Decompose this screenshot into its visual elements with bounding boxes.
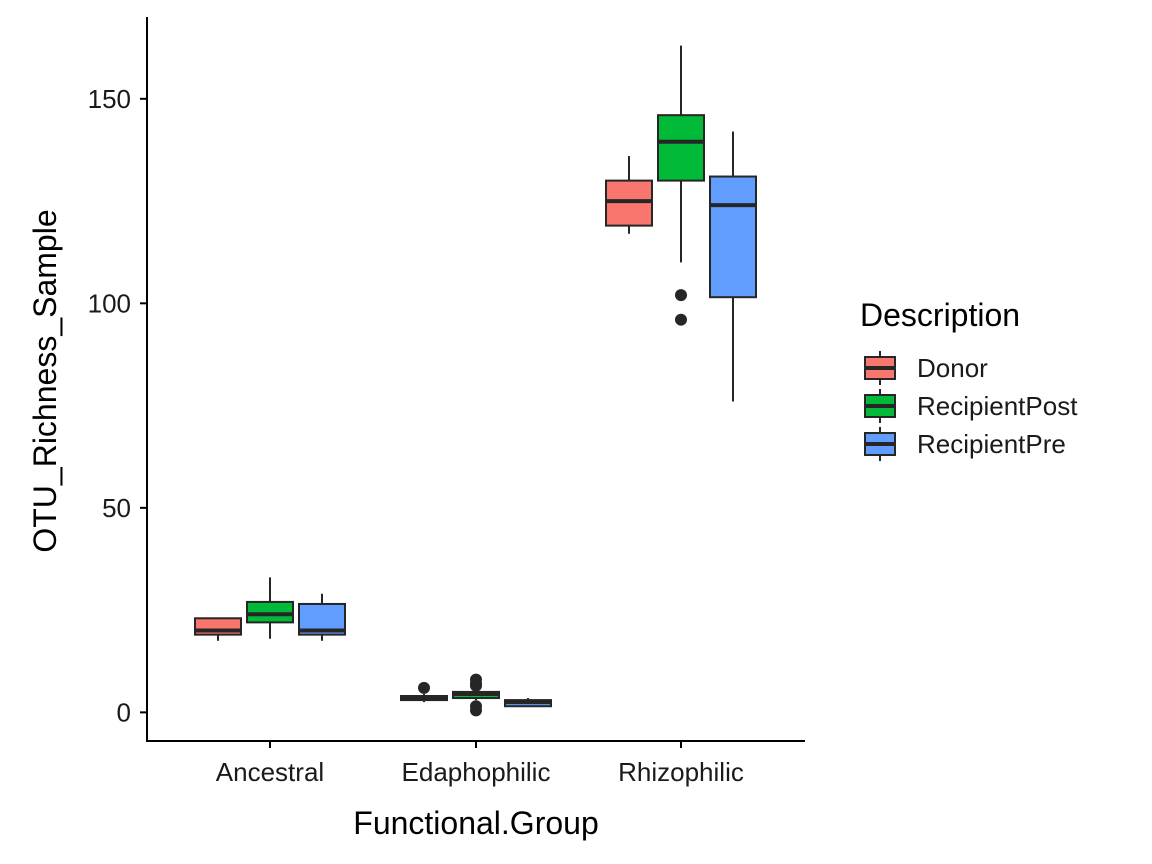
outlier-point [470, 679, 482, 692]
y-tick-label: 50 [102, 493, 131, 523]
legend-title: Description [860, 297, 1020, 333]
legend-item-RecipientPost: RecipientPost [864, 389, 1078, 423]
box-RecipientPost-Edaphophilic [452, 673, 500, 717]
y-axis-ticks: 0 50 100 150 [88, 84, 147, 727]
y-tick-label: 0 [117, 697, 131, 727]
box-body [605, 179, 653, 227]
y-tick-label: 100 [88, 288, 131, 318]
y-tick-label: 150 [88, 84, 131, 114]
box-RecipientPre-Edaphophilic [504, 698, 552, 708]
outlier-point [470, 704, 482, 717]
plot-area [194, 45, 757, 717]
legend: Description Donor RecipientPost RecipientP… [860, 297, 1078, 461]
box-RecipientPost-Rhizophilic [657, 45, 705, 326]
box-body [657, 114, 705, 182]
box-body [709, 175, 757, 299]
legend-label: RecipientPost [917, 391, 1078, 421]
box-RecipientPre-Ancestral [298, 593, 346, 641]
box-body [246, 600, 294, 624]
legend-label: RecipientPre [917, 429, 1066, 459]
x-tick-label: Rhizophilic [618, 757, 744, 787]
x-axis-ticks: Ancestral Edaphophilic Rhizophilic [216, 741, 744, 787]
x-axis-title: Functional.Group [353, 805, 598, 841]
outlier-point [418, 681, 430, 694]
legend-item-RecipientPre: RecipientPre [864, 427, 1066, 461]
x-tick-label: Edaphophilic [402, 757, 551, 787]
y-axis-title: OTU_Richness_Sample [27, 209, 63, 552]
legend-label: Donor [917, 353, 988, 383]
legend-item-Donor: Donor [864, 351, 988, 385]
box-Donor-Rhizophilic [605, 156, 653, 234]
box-RecipientPre-Rhizophilic [709, 131, 757, 402]
box-Donor-Ancestral [194, 617, 242, 641]
box-Donor-Edaphophilic [400, 681, 448, 703]
x-tick-label: Ancestral [216, 757, 324, 787]
outlier-point [675, 313, 687, 326]
axes [146, 17, 805, 742]
box-RecipientPost-Ancestral [246, 577, 294, 639]
outlier-point [675, 289, 687, 302]
